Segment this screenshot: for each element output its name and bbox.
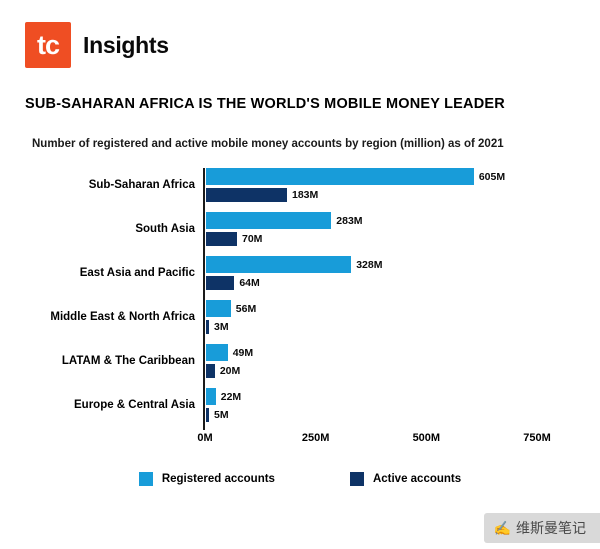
active-bar: [206, 364, 215, 378]
registered-bar: [206, 300, 231, 317]
legend-item-active: Active accounts: [349, 472, 462, 486]
active-bar: [206, 276, 235, 290]
header: tc Insights: [0, 0, 600, 68]
category-label: South Asia: [135, 222, 195, 235]
chart-group: South Asia 283M 70M: [0, 212, 600, 246]
active-value: 5M: [214, 409, 229, 421]
category-label: Middle East & North Africa: [50, 310, 195, 323]
chart-group: LATAM & The Caribbean 49M 20M: [0, 344, 600, 378]
active-value: 70M: [241, 233, 263, 245]
registered-value: 605M: [478, 170, 506, 183]
bar-chart: Sub-Saharan Africa 605M 183M South Asia …: [0, 168, 600, 450]
page-title: SUB-SAHARAN AFRICA IS THE WORLD'S MOBILE…: [25, 96, 505, 112]
x-tick: 0M: [197, 432, 213, 444]
chart-group: Europe & Central Asia 22M 5M: [0, 388, 600, 422]
registered-value: 283M: [336, 214, 363, 227]
category-label: Sub-Saharan Africa: [88, 178, 195, 191]
chart-group: Sub-Saharan Africa 605M 183M: [0, 168, 600, 202]
x-tick: 750M: [523, 432, 551, 444]
active-value: 20M: [219, 365, 241, 377]
active-bar: [206, 188, 287, 202]
active-bar: [206, 232, 237, 246]
registered-bar: [206, 212, 332, 229]
watermark: ✍ 维斯曼笔记: [483, 513, 600, 543]
chart-legend: Registered accounts Active accounts: [0, 472, 600, 486]
registered-bar: [206, 344, 228, 361]
category-label: Europe & Central Asia: [74, 398, 195, 411]
logo-text: tc: [36, 29, 60, 60]
registered-value: 49M: [232, 346, 254, 359]
writing-hand-icon: ✍: [493, 519, 511, 536]
active-swatch: [349, 472, 364, 486]
x-tick: 250M: [301, 432, 330, 444]
active-bar: [206, 408, 209, 422]
category-label: LATAM & The Caribbean: [61, 354, 195, 367]
registered-value: 56M: [235, 302, 257, 315]
chart-group: East Asia and Pacific 328M 64M: [0, 256, 600, 290]
category-label: East Asia and Pacific: [79, 266, 195, 279]
legend-item-registered: Registered accounts: [138, 472, 275, 486]
techcabal-logo: tc: [25, 22, 71, 68]
registered-swatch: [138, 472, 153, 486]
legend-label-active: Active accounts: [372, 473, 462, 485]
watermark-text: 维斯曼笔记: [516, 520, 586, 536]
registered-bar: [206, 168, 474, 185]
registered-bar: [206, 256, 352, 273]
registered-value: 328M: [356, 258, 383, 271]
y-axis-line: [203, 168, 205, 430]
registered-bar: [206, 388, 216, 405]
x-tick: 500M: [412, 432, 441, 444]
legend-label-registered: Registered accounts: [161, 473, 275, 485]
x-axis: 0M 250M 500M 750M: [197, 432, 550, 450]
brand-name: Insights: [83, 31, 169, 58]
active-value: 64M: [239, 277, 260, 289]
chart-group: Middle East & North Africa 56M 3M: [0, 300, 600, 334]
registered-value: 22M: [220, 390, 242, 403]
active-bar: [206, 320, 209, 334]
chart-subtitle: Number of registered and active mobile m…: [32, 138, 504, 150]
active-value: 3M: [214, 321, 229, 333]
active-value: 183M: [292, 189, 319, 201]
